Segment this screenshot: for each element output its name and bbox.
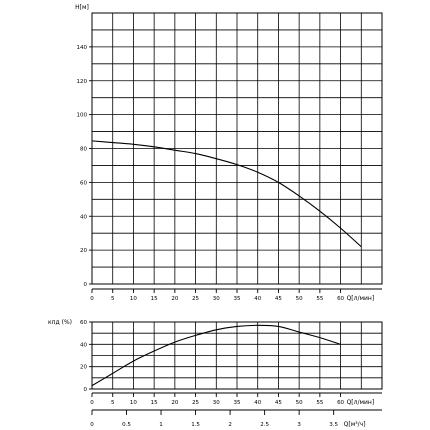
eff-x-tick-label: 40: [254, 400, 261, 406]
eff-y-tick-label: 20: [80, 365, 87, 371]
head-series-line: [91, 140, 362, 248]
efficiency-x-axis-label: Q[л/мин]: [347, 399, 375, 406]
eff-x-tick-label: 35: [234, 400, 241, 406]
head-y-ticks: 0 20 40 60 80 100 120 140: [77, 45, 92, 288]
efficiency-grid: [91, 321, 383, 390]
efficiency-x-axis: 0 5 10 15 20 25 30 35 40 45 50 55 60: [90, 392, 382, 406]
secondary-axis-label: Q[м³/ч]: [344, 421, 366, 428]
eff-x-tick-label: 45: [275, 400, 282, 406]
head-x-tick-label: 40: [254, 296, 261, 302]
head-x-axis-label: Q[л/мин]: [347, 295, 375, 302]
head-x-tick-label: 25: [192, 296, 199, 302]
head-x-tick-label: 50: [296, 296, 303, 302]
head-x-tick-label: 10: [130, 296, 137, 302]
eff-x-tick-label: 10: [130, 400, 137, 406]
secondary-tick-label: 1: [159, 422, 163, 428]
secondary-tick-label: 2.5: [260, 422, 269, 428]
head-x-axis: 0 5 10 15 20 25 30 35 40 45 50 55 60: [90, 288, 382, 302]
head-y-tick-label: 0: [84, 282, 88, 288]
eff-x-tick-label: 5: [111, 400, 115, 406]
head-y-axis-label: H[м]: [75, 4, 89, 11]
secondary-tick-label: 3: [297, 422, 301, 428]
eff-y-tick-label: 40: [80, 342, 87, 348]
secondary-tick-label: 2: [228, 422, 232, 428]
efficiency-y-ticks: 0 20 40 60: [80, 320, 92, 393]
secondary-tick-label: 3.5: [329, 422, 338, 428]
efficiency-plot-frame: [91, 321, 383, 390]
eff-x-tick-label: 20: [171, 400, 178, 406]
head-x-tick-label: 20: [171, 296, 178, 302]
head-y-tick-label: 20: [80, 248, 87, 254]
eff-x-tick-label: 25: [192, 400, 199, 406]
eff-x-tick-label: 60: [337, 400, 344, 406]
eff-x-tick-label: 55: [316, 400, 323, 406]
head-x-tick-label: 0: [90, 296, 94, 302]
head-x-tick-label: 45: [275, 296, 282, 302]
secondary-tick-label: 0: [90, 422, 94, 428]
eff-y-tick-label: 0: [84, 387, 88, 393]
head-x-tick-label: 15: [151, 296, 158, 302]
head-curve-group: [91, 140, 362, 248]
head-y-tick-label: 120: [77, 79, 88, 85]
head-x-tick-label: 5: [111, 296, 115, 302]
head-grid: [91, 12, 383, 285]
eff-x-tick-label: 30: [213, 400, 220, 406]
eff-y-tick-label: 60: [80, 320, 87, 326]
efficiency-chart: 0 20 40 60 0 5 10 15 20 25 30 35 40 45 50 55 60 кпд (%)…: [48, 319, 383, 406]
head-x-tick-label: 60: [337, 296, 344, 302]
head-x-tick-label: 35: [234, 296, 241, 302]
secondary-tick-label: 0.5: [122, 422, 131, 428]
eff-x-tick-label: 15: [151, 400, 158, 406]
head-y-tick-label: 60: [80, 180, 87, 186]
head-y-tick-label: 40: [80, 214, 87, 220]
head-y-tick-label: 80: [80, 147, 87, 153]
head-y-tick-label: 100: [77, 113, 88, 119]
head-x-tick-label: 30: [213, 296, 220, 302]
head-x-tick-label: 55: [316, 296, 323, 302]
efficiency-curve-group: [91, 324, 341, 387]
eff-x-tick-label: 0: [90, 400, 94, 406]
secondary-tick-label: 1.5: [191, 422, 200, 428]
head-chart: 0 20 40 60 80 100 120 140 0 5 10 15 20 25 30 35 40 45 50 5…: [75, 4, 383, 302]
secondary-flow-axis: 0 0.5 1 1.5 2 2.5 3 3.5: [90, 409, 382, 428]
efficiency-series-line: [91, 324, 341, 387]
eff-x-tick-label: 50: [296, 400, 303, 406]
efficiency-y-axis-label: кпд (%): [48, 319, 72, 326]
head-y-tick-label: 140: [77, 45, 88, 51]
